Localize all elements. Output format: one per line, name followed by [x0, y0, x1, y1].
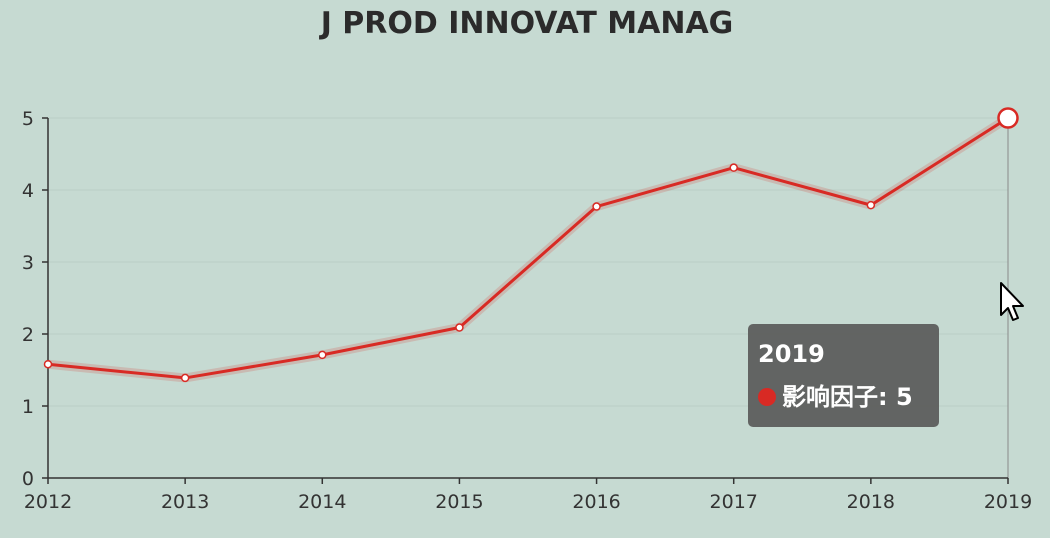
data-point[interactable]	[729, 163, 738, 172]
data-point[interactable]	[180, 373, 190, 383]
x-tick-label: 2014	[298, 491, 346, 513]
x-tick-label: 2016	[572, 491, 620, 513]
data-point[interactable]	[592, 202, 601, 211]
x-tick-label: 2013	[161, 491, 209, 513]
data-point[interactable]	[455, 323, 464, 332]
data-point[interactable]	[43, 359, 53, 369]
y-tick-label: 5	[22, 108, 34, 130]
tooltip-series-label: 影响因子	[782, 383, 878, 411]
x-tick-label: 2012	[24, 491, 72, 513]
tooltip-value: 5	[895, 383, 913, 411]
data-point[interactable]	[318, 350, 327, 360]
x-tick-label: 2015	[435, 491, 483, 513]
x-tick-label: 2019	[984, 491, 1032, 513]
tooltip-separator: :	[878, 383, 896, 411]
y-tick-label: 3	[22, 252, 34, 274]
y-tick-label: 2	[22, 324, 34, 346]
tooltip: 2019 影响因子: 5	[748, 324, 939, 427]
y-tick-label: 0	[22, 468, 34, 490]
tick-labels: 0 1 2 3 4 5 2012 2013 2014 2015 2016 2017 2018 2019	[22, 108, 1032, 513]
chart-title: J PROD INNOVAT MANAG	[319, 6, 734, 41]
series-layer	[43, 107, 1019, 383]
data-point-highlighted[interactable]	[997, 107, 1019, 129]
tooltip-row: 影响因子: 5	[758, 380, 929, 414]
mouse-cursor-icon	[1000, 282, 1024, 321]
axes	[42, 117, 1009, 484]
y-tick-label: 1	[22, 396, 34, 418]
series-line	[47, 116, 1009, 380]
tooltip-title: 2019	[758, 340, 825, 368]
data-point[interactable]	[866, 200, 876, 210]
x-tick-label: 2017	[710, 491, 758, 513]
series-marker-icon	[758, 388, 776, 406]
x-tick-label: 2018	[847, 491, 895, 513]
y-tick-label: 4	[22, 180, 34, 202]
